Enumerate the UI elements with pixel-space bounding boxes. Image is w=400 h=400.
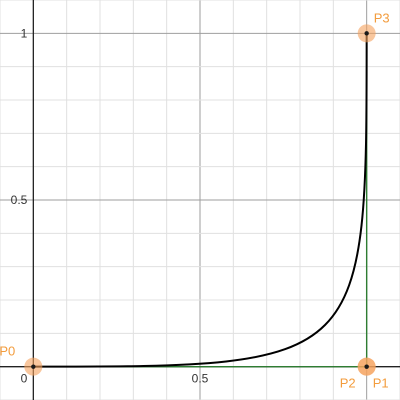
control-points: P0 P1 P2 P3 [0,10,390,390]
control-point-center-p3 [364,31,369,36]
control-point-center-p0 [31,364,36,369]
x-tick-label: 0.5 [192,372,209,386]
point-label-p3: P3 [374,10,390,25]
point-label-p2: P2 [340,376,356,391]
bezier-curve [33,33,368,368]
origin-tick-label: 0 [21,372,28,386]
bezier-curve-group [33,33,368,368]
control-point-center-p2 [364,364,369,369]
y-tick-label: 0.5 [11,193,28,207]
tick-labels: 0 0.5 0.5 1 [11,26,209,385]
y-tick-label: 1 [21,26,28,40]
point-label-p0: P0 [0,344,15,359]
point-label-p1: P1 [373,376,389,391]
